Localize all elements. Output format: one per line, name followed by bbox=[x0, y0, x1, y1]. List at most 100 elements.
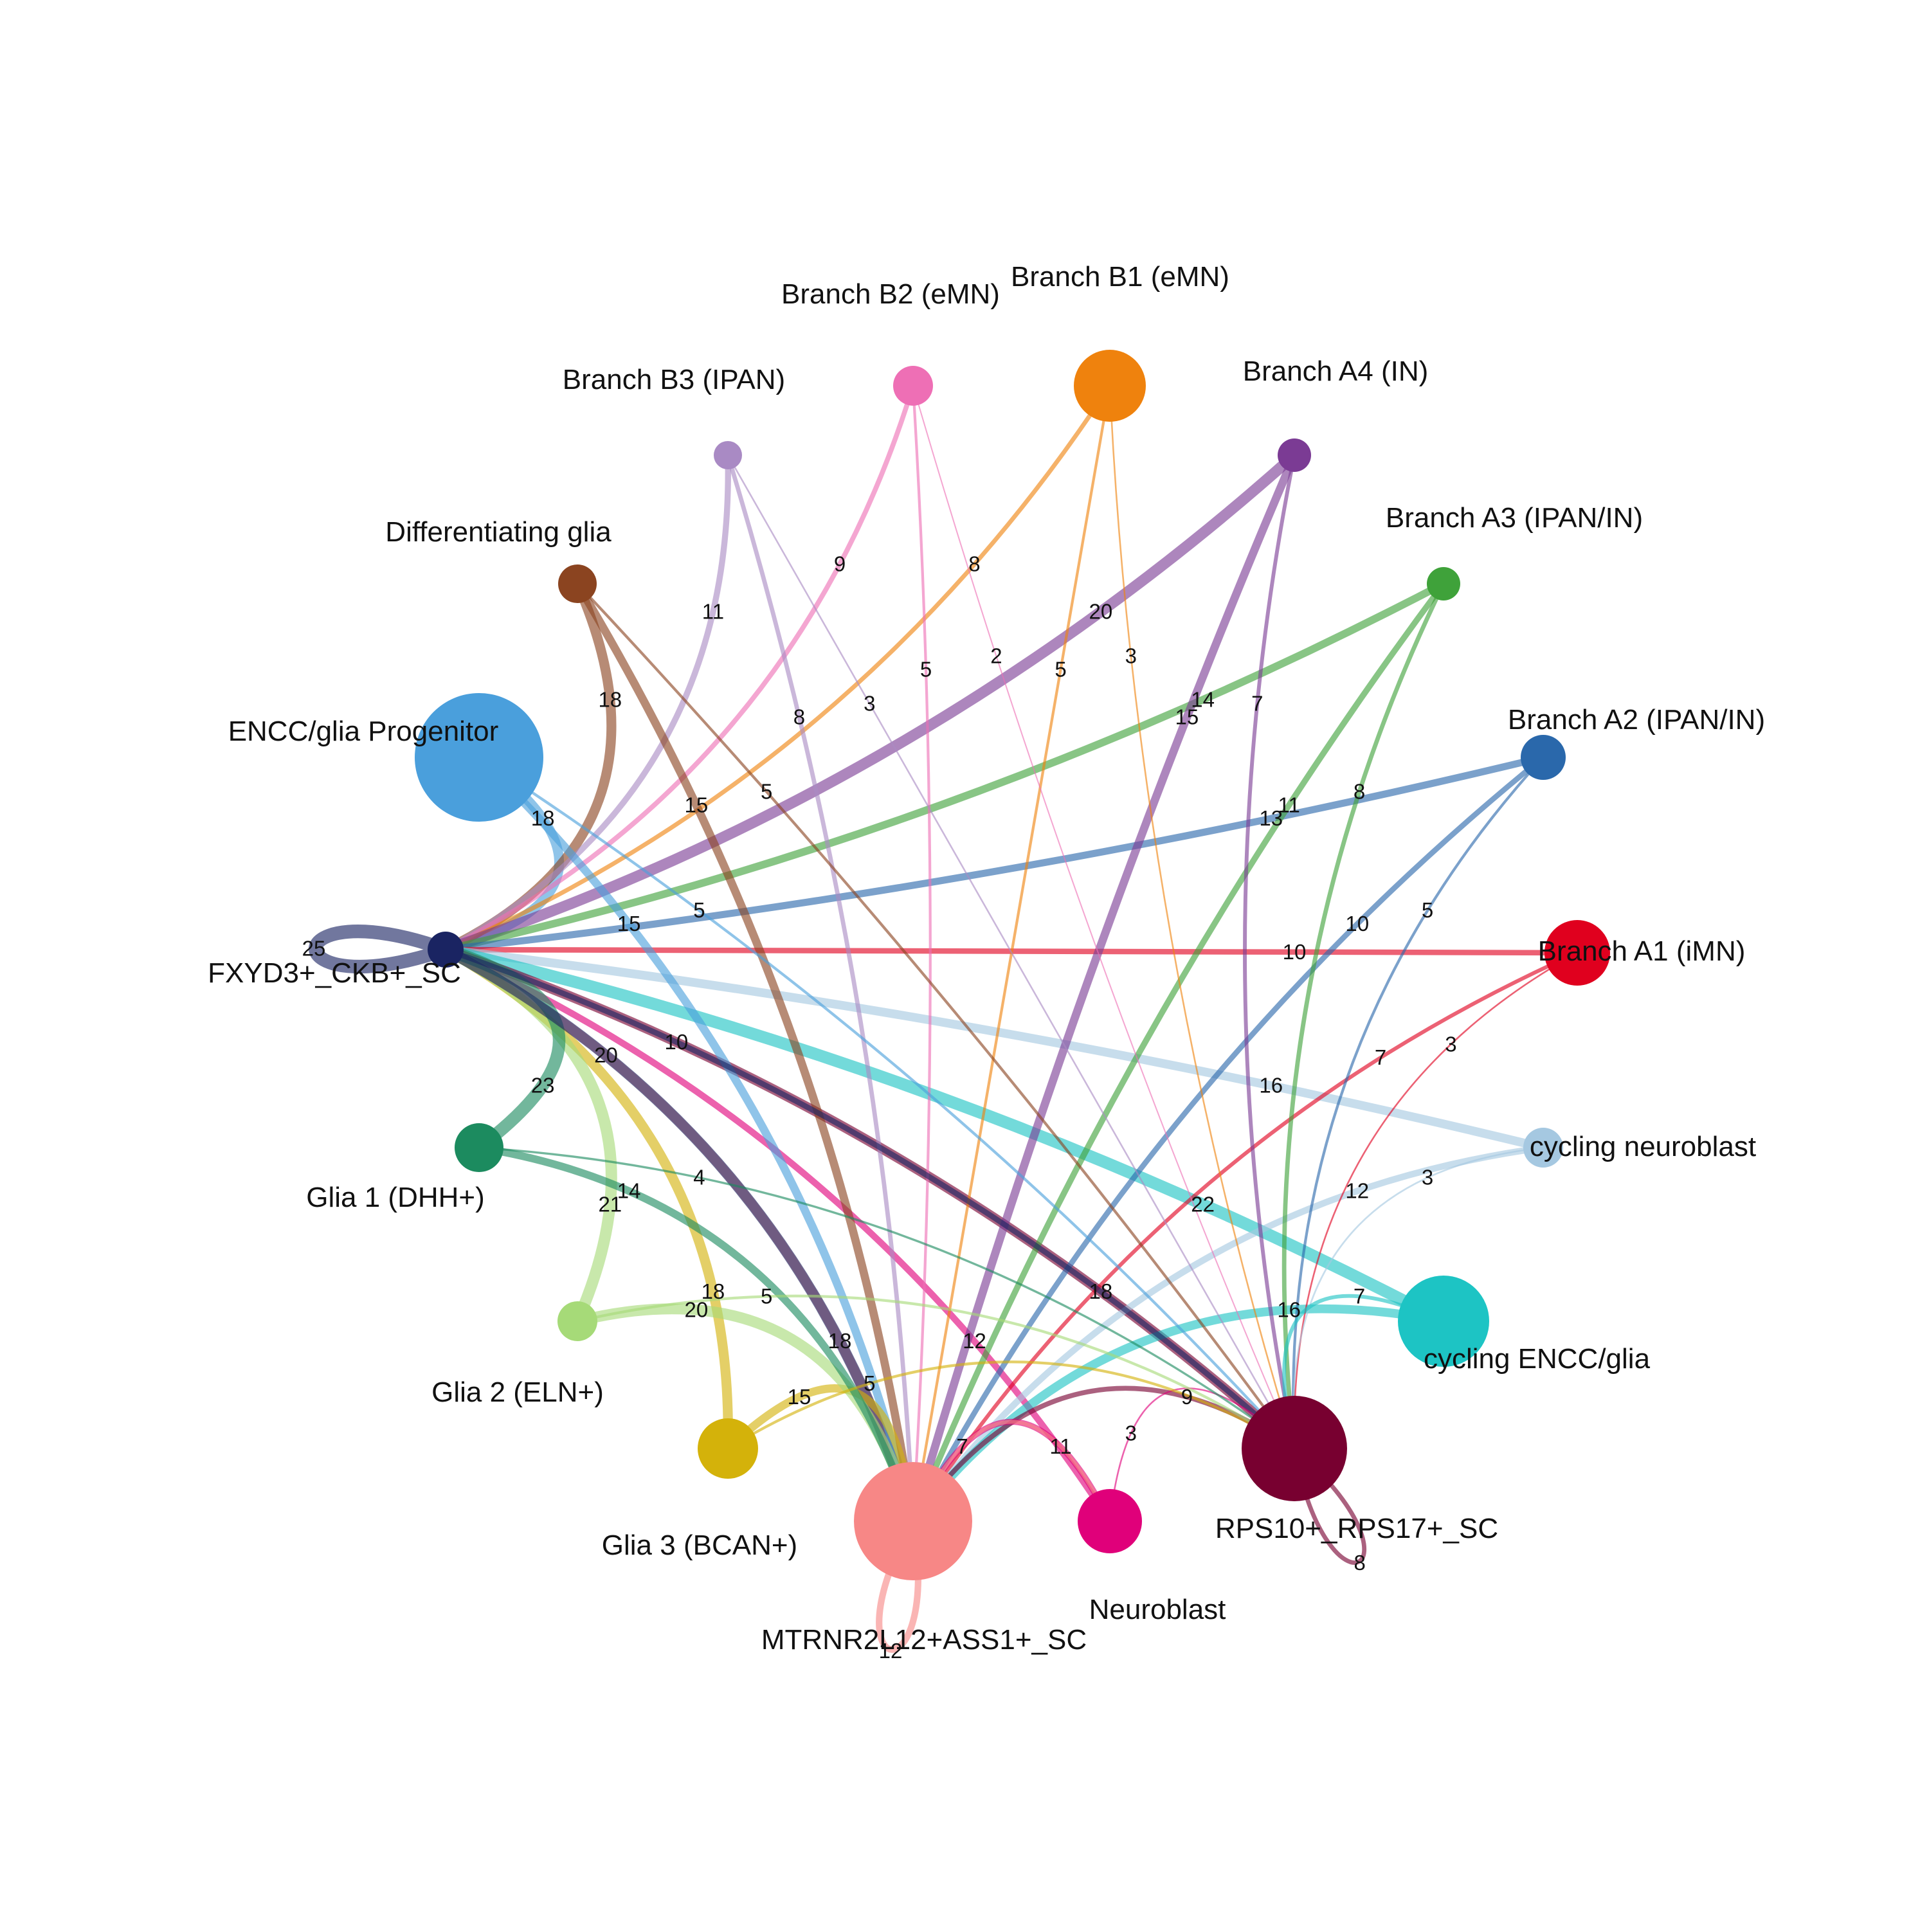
edge-b2-to-mtr bbox=[911, 384, 932, 1523]
node-label-g1: Glia 1 (DHH+) bbox=[306, 1182, 485, 1213]
node-label-encc: ENCC/glia Progenitor bbox=[228, 716, 499, 747]
edge-label-diff-to-mtr: 15 bbox=[684, 793, 708, 817]
edge-b3-to-mtr bbox=[725, 453, 916, 1524]
edge-label-encc-to-mtr: 15 bbox=[617, 912, 641, 935]
edge-g3-to-rps bbox=[726, 1360, 1296, 1450]
edge-label-g1-to-rps: 4 bbox=[693, 1166, 705, 1189]
edge-label-cycencc-to-fxyd3: 22 bbox=[1191, 1192, 1215, 1216]
node-label-nb: Neuroblast bbox=[1089, 1594, 1226, 1625]
edge-g1-to-mtr bbox=[475, 1144, 917, 1525]
edge-a1-to-rps bbox=[1293, 952, 1579, 1450]
edge-label-a2-to-fxyd3: 13 bbox=[1259, 806, 1283, 830]
node-label-rps: RPS10+_RPS17+_SC bbox=[1215, 1513, 1498, 1544]
edge-a3-to-fxyd3 bbox=[442, 580, 1447, 953]
node-cycnb bbox=[1523, 1128, 1563, 1168]
node-label-b2: Branch B2 (eMN) bbox=[781, 278, 1000, 310]
node-cycencc bbox=[1398, 1276, 1489, 1367]
edge-cycnb-to-mtr bbox=[909, 1144, 1547, 1525]
edge-label-g2-to-mtr: 20 bbox=[684, 1297, 708, 1321]
node-label-mtr: MTRNR2L12+ASS1+_SC bbox=[761, 1624, 1087, 1656]
node-label-a4: Branch A4 (IN) bbox=[1243, 356, 1429, 387]
edge-label-encc-to-fxyd3: 18 bbox=[531, 806, 555, 830]
edge-cycencc-to-fxyd3 bbox=[439, 943, 1450, 1328]
edge-label-a4-to-fxyd3: 20 bbox=[1089, 600, 1113, 624]
edge-a3-to-mtr bbox=[910, 581, 1447, 1524]
edge-label-g1-to-mtr: 14 bbox=[617, 1178, 641, 1202]
edge-label-cycencc-to-mtr: 16 bbox=[1277, 1297, 1301, 1321]
edge-a3-to-rps bbox=[1281, 581, 1446, 1451]
edge-label-rps-to-mtr: 9 bbox=[1181, 1385, 1193, 1409]
edge-label-cycnb-to-rps: 3 bbox=[1422, 1166, 1433, 1189]
edge-b3-to-rps bbox=[727, 454, 1296, 1450]
edge-label-mtr-to-fxyd3: 18 bbox=[828, 1329, 852, 1353]
edge-mtr-to-mtr bbox=[876, 1517, 921, 1653]
edge-label-g2-to-rps: 5 bbox=[761, 1284, 772, 1308]
node-g2 bbox=[557, 1301, 597, 1341]
node-label-b3: Branch B3 (IPAN) bbox=[563, 364, 785, 395]
edge-a2-to-fxyd3 bbox=[442, 754, 1547, 953]
edge-label-fxyd3-to-fxyd3: 25 bbox=[302, 937, 326, 961]
edge-label-g3-to-rps: 5 bbox=[864, 1371, 875, 1395]
edge-b3-to-fxyd3 bbox=[442, 452, 731, 953]
edge-label-a4-to-mtr: 15 bbox=[1175, 705, 1199, 728]
edge-label-a3-to-rps: 8 bbox=[1354, 779, 1365, 803]
edge-a2-to-rps bbox=[1292, 755, 1545, 1450]
edge-a4-to-rps bbox=[1243, 453, 1296, 1450]
edge-label-a2-to-rps: 5 bbox=[1422, 898, 1433, 922]
edge-label-b3-to-mtr: 8 bbox=[793, 705, 805, 728]
edge-label-diff-to-fxyd3: 18 bbox=[598, 687, 622, 711]
edge-a2-to-mtr bbox=[910, 754, 1546, 1524]
edge-label-mtr-to-nb: 7 bbox=[956, 1434, 968, 1458]
edge-label-g3-to-mtr: 15 bbox=[788, 1385, 811, 1409]
edge-label-b2-to-fxyd3: 9 bbox=[834, 552, 846, 576]
edge-label-a2-to-mtr: 10 bbox=[1345, 912, 1369, 935]
edge-label-a3-to-mtr: 11 bbox=[1278, 793, 1300, 817]
node-nb bbox=[1078, 1489, 1142, 1553]
edges-layer bbox=[309, 383, 1580, 1653]
node-g1 bbox=[455, 1123, 503, 1172]
edge-label-g3-to-fxyd3: 18 bbox=[702, 1279, 725, 1303]
edge-encc-to-mtr bbox=[475, 753, 918, 1526]
nodes-layer bbox=[415, 350, 1610, 1580]
edge-label-b1-to-fxyd3: 8 bbox=[968, 552, 980, 576]
node-label-g2: Glia 2 (ELN+) bbox=[431, 1377, 604, 1408]
edge-fxyd3-to-fxyd3 bbox=[309, 925, 453, 974]
edge-label-fxyd3-to-mtr: 20 bbox=[594, 1043, 618, 1067]
edge-label-nb-to-fxyd3: 12 bbox=[963, 1329, 986, 1353]
edge-label-mtr-to-mtr: 12 bbox=[879, 1639, 903, 1663]
node-b2 bbox=[893, 366, 933, 406]
edge-label-cycnb-to-mtr: 12 bbox=[1345, 1178, 1369, 1202]
node-label-cycencc: cycling ENCC/glia bbox=[1424, 1343, 1651, 1375]
edge-label-b1-to-mtr: 5 bbox=[1055, 658, 1066, 682]
edge-nb-to-rps bbox=[1109, 1387, 1296, 1522]
edge-a4-to-mtr bbox=[909, 451, 1299, 1526]
node-label-a1: Branch A1 (iMN) bbox=[1538, 935, 1746, 967]
edge-cycencc-to-rps bbox=[1282, 1294, 1445, 1450]
node-labels-layer: ENCC/glia Progenitor FXYD3+_CKB+_SC Differ… bbox=[208, 261, 1765, 1656]
edge-rps-to-rps bbox=[1292, 1446, 1366, 1565]
node-label-diff: Differentiating glia bbox=[385, 516, 611, 548]
edge-label-rps-to-fxyd3: 18 bbox=[1089, 1279, 1113, 1303]
edge-label-a1-to-rps: 3 bbox=[1445, 1032, 1456, 1056]
edge-diff-to-mtr bbox=[573, 579, 918, 1526]
edge-b2-to-rps bbox=[912, 385, 1295, 1449]
edge-label-a3-to-fxyd3: 14 bbox=[1191, 687, 1215, 711]
node-a1 bbox=[1544, 920, 1610, 986]
edge-b1-to-rps bbox=[1109, 384, 1296, 1450]
edge-label-rps-to-rps: 8 bbox=[1354, 1551, 1366, 1575]
node-diff bbox=[558, 564, 597, 603]
edge-fxyd3-to-rps bbox=[442, 946, 1298, 1452]
edge-label-b3-to-rps: 3 bbox=[864, 692, 875, 716]
edge-g2-to-rps bbox=[575, 1294, 1296, 1450]
node-g3 bbox=[698, 1418, 758, 1479]
edge-label-fxyd3-to-rps: 10 bbox=[665, 1030, 689, 1054]
node-label-a2: Branch A2 (IPAN/IN) bbox=[1508, 704, 1765, 736]
edge-label-g2-to-fxyd3: 21 bbox=[598, 1192, 622, 1216]
node-b1 bbox=[1074, 350, 1146, 422]
edge-label-diff-to-rps: 5 bbox=[761, 779, 772, 803]
edge-g1-to-rps bbox=[478, 1146, 1296, 1450]
edge-label-b3-to-fxyd3: 11 bbox=[702, 600, 724, 624]
edge-label-b1-to-rps: 3 bbox=[1125, 644, 1137, 668]
edge-label-b2-to-rps: 2 bbox=[990, 644, 1002, 668]
